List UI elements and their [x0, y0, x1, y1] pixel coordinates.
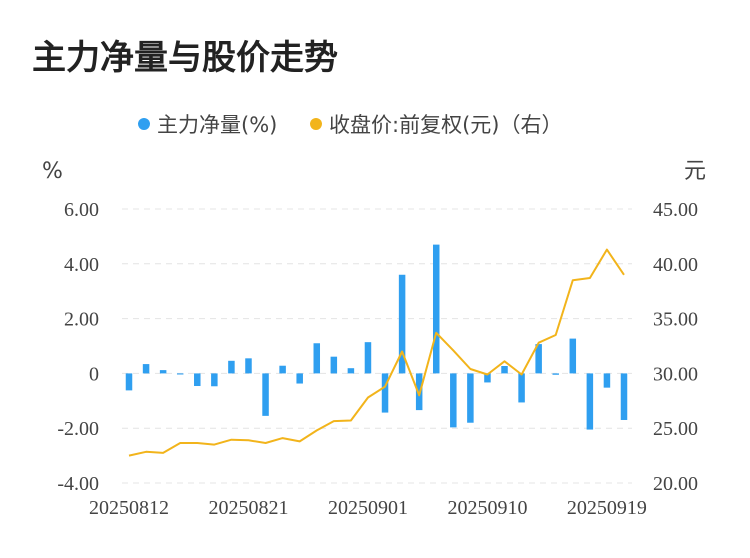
- legend-label: 收盘价:前复权(元)（右）: [329, 113, 562, 137]
- bar: [620, 373, 628, 420]
- x-tick-label: 20250901: [328, 497, 408, 519]
- bar: [467, 373, 474, 423]
- left-tick-label: 2.00: [64, 309, 99, 331]
- bar: [296, 373, 303, 384]
- bar: [159, 370, 167, 374]
- bar: [313, 343, 321, 374]
- legend-label: 主力净量(%): [157, 113, 277, 137]
- bar: [450, 373, 457, 428]
- bar: [176, 373, 184, 375]
- left-axis-unit: %: [42, 159, 63, 184]
- chart-title: 主力净量与股价走势: [32, 38, 338, 78]
- left-axis: %6.00 4.00 2.00 0 -2.00 -4.00: [42, 159, 99, 495]
- x-axis: 20250812 20250821 20250901 20250910 20250919: [89, 497, 647, 519]
- left-tick-label: 0: [89, 363, 99, 385]
- bar: [194, 373, 201, 387]
- bar: [484, 373, 491, 383]
- legend-marker: [138, 118, 150, 130]
- close-price-line: [128, 248, 625, 457]
- legend: 主力净量(%) 收盘价:前复权(元)（右）: [138, 113, 562, 137]
- left-tick-label: 6.00: [64, 199, 99, 221]
- right-tick-label: 20.00: [653, 473, 698, 495]
- bar: [535, 344, 542, 374]
- right-tick-label: 25.00: [653, 418, 698, 440]
- bar: [586, 373, 594, 430]
- left-tick-label: 4.00: [64, 254, 99, 276]
- bar: [518, 373, 525, 403]
- bar: [279, 365, 286, 374]
- left-tick-label: -4.00: [57, 473, 99, 495]
- legend-marker: [310, 118, 322, 130]
- bar: [398, 274, 406, 374]
- bar: [211, 373, 218, 387]
- x-tick-label: 20250919: [567, 497, 647, 519]
- bars: [125, 244, 628, 430]
- bar: [432, 244, 440, 374]
- right-tick-label: 45.00: [653, 199, 698, 221]
- right-tick-label: 35.00: [653, 309, 698, 331]
- right-tick-label: 30.00: [653, 363, 698, 385]
- bar: [245, 358, 252, 374]
- bar: [330, 356, 338, 374]
- bar: [501, 366, 508, 374]
- bar: [262, 373, 269, 416]
- bar: [552, 373, 559, 375]
- bar: [228, 360, 235, 374]
- right-axis-unit: 元: [684, 159, 706, 184]
- x-tick-label: 20250910: [447, 497, 527, 519]
- bar: [347, 368, 355, 374]
- left-tick-label: -2.00: [57, 418, 99, 440]
- right-tick-label: 40.00: [653, 254, 698, 276]
- grid: [122, 208, 632, 484]
- bar: [142, 364, 150, 374]
- bar: [569, 338, 577, 374]
- line-series: [128, 248, 625, 457]
- bar: [603, 373, 611, 388]
- right-axis: 元 45.00 40.00 35.00 30.00 25.00 20.00: [653, 159, 706, 495]
- x-tick-label: 20250812: [89, 497, 169, 519]
- bar: [125, 373, 133, 391]
- x-tick-label: 20250821: [208, 497, 288, 519]
- bar: [364, 342, 372, 374]
- bar: [381, 373, 389, 413]
